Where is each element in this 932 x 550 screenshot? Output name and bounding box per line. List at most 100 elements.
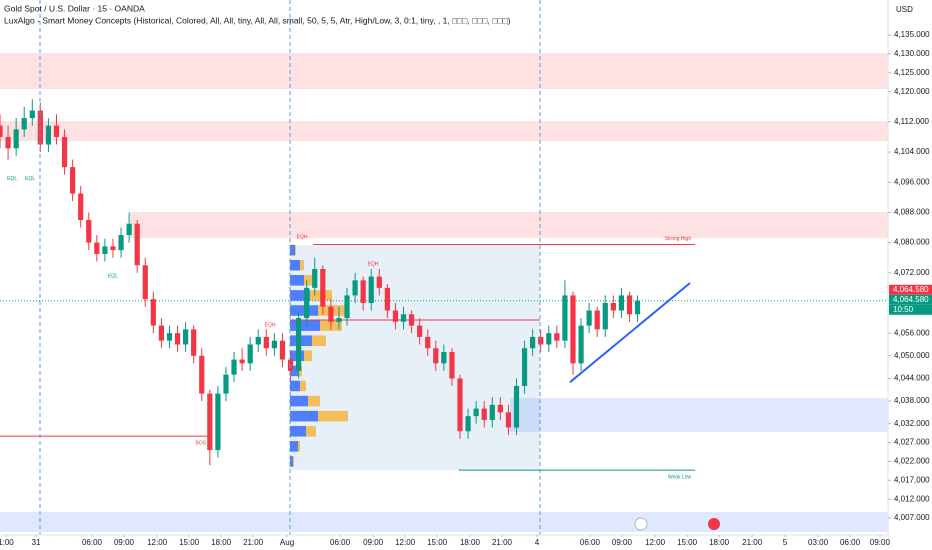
x-tick-label: 06:00 bbox=[82, 538, 103, 547]
price-tag bbox=[889, 284, 932, 295]
candle-body bbox=[602, 302, 608, 330]
candle-body bbox=[344, 295, 350, 319]
x-tick-label: 12:00 bbox=[147, 538, 168, 547]
trendline bbox=[569, 282, 691, 383]
candle-body bbox=[586, 310, 592, 326]
volume-row bbox=[289, 425, 306, 437]
x-tick-label: 15:00 bbox=[677, 538, 698, 547]
volume-row bbox=[289, 305, 318, 316]
y-tick-label: 4,056.000 bbox=[894, 328, 930, 337]
candle-body bbox=[634, 300, 641, 315]
candle-body bbox=[207, 393, 213, 451]
candle-body bbox=[13, 129, 19, 149]
candle-body bbox=[86, 219, 92, 243]
y-tick-label: 4,088.000 bbox=[894, 208, 930, 217]
zone bbox=[289, 245, 540, 471]
level-label: Weak Low bbox=[668, 474, 692, 480]
candle-body bbox=[425, 336, 431, 349]
candle-body bbox=[449, 352, 455, 379]
candle-body bbox=[279, 340, 286, 360]
volume-row bbox=[289, 410, 318, 422]
price-axis bbox=[888, 0, 932, 550]
candle-body bbox=[578, 325, 584, 364]
x-tick-label: 09:00 bbox=[363, 538, 384, 547]
price-tag-label: 4,064.580 bbox=[893, 295, 929, 304]
volume-row bbox=[305, 425, 316, 437]
candle-body bbox=[255, 336, 261, 345]
candle-body bbox=[78, 193, 84, 220]
volume-row bbox=[299, 380, 306, 392]
volume-row bbox=[292, 456, 294, 467]
volume-row bbox=[289, 380, 300, 392]
candle-body bbox=[142, 265, 148, 300]
candle-body bbox=[102, 246, 108, 254]
candle-body bbox=[376, 276, 382, 288]
annotation: EQH bbox=[368, 261, 379, 267]
volume-row bbox=[307, 395, 320, 407]
candle-body bbox=[312, 269, 318, 288]
volume-row bbox=[303, 275, 314, 286]
y-tick-label: 4,112.000 bbox=[894, 117, 930, 126]
candle-body bbox=[433, 348, 439, 364]
candle-body bbox=[5, 136, 11, 149]
candle-body bbox=[562, 295, 568, 341]
annotation: EQH bbox=[297, 234, 308, 240]
candle-body bbox=[150, 299, 156, 326]
candle-body bbox=[296, 318, 302, 371]
volume-row bbox=[289, 320, 320, 331]
indicator-label: LuxAlgo - Smart Money Concepts (Historic… bbox=[4, 15, 511, 25]
volume-row bbox=[303, 350, 312, 362]
y-tick-label: 4,044.000 bbox=[894, 374, 930, 383]
candle-body bbox=[400, 314, 407, 322]
candle-body bbox=[134, 223, 140, 266]
candle-body bbox=[441, 352, 447, 364]
y-tick-label: 4,032.000 bbox=[894, 419, 930, 428]
x-tick-label: Aug bbox=[280, 538, 294, 547]
candle-body bbox=[610, 302, 616, 311]
candle-body bbox=[166, 333, 173, 341]
x-tick-label: 12:00 bbox=[395, 538, 416, 547]
candle-body bbox=[417, 325, 423, 337]
volume-row bbox=[289, 365, 298, 377]
candle-body bbox=[392, 310, 399, 322]
y-tick-label: 4,072.000 bbox=[894, 268, 930, 277]
overlay: Strong High Weak Low BOS EQL EQL EQL EQH EQH EQH… bbox=[0, 30, 932, 547]
x-tick-label: 15:00 bbox=[427, 538, 448, 547]
volume-row bbox=[289, 395, 308, 407]
plot-area bbox=[0, 53, 889, 532]
x-tick-label: 18:00 bbox=[211, 538, 232, 547]
volume-row bbox=[289, 259, 300, 271]
annotation: EQL bbox=[7, 176, 17, 182]
y-tick-label: 4,022.000 bbox=[894, 457, 930, 466]
candle-body bbox=[0, 125, 3, 137]
candle-body bbox=[271, 340, 277, 349]
x-tick-label: 18:00 bbox=[709, 538, 730, 547]
event-icon[interactable] bbox=[634, 517, 648, 531]
level-label: Strong High bbox=[665, 236, 692, 242]
y-tick-label: 4,120.000 bbox=[894, 87, 930, 96]
candle-body bbox=[247, 344, 253, 364]
candle-body bbox=[174, 333, 181, 345]
y-tick-label: 4,050.000 bbox=[894, 351, 930, 360]
level-label: BOS bbox=[196, 440, 207, 446]
candle-body bbox=[408, 314, 415, 326]
y-tick-label: 4,130.000 bbox=[894, 49, 930, 58]
candle-body bbox=[110, 246, 116, 251]
x-tick-label: 21:00 bbox=[492, 538, 513, 547]
y-tick-label: 4,027.000 bbox=[894, 438, 930, 447]
candle-body bbox=[336, 318, 342, 322]
candle-body bbox=[384, 287, 390, 311]
candle-body bbox=[521, 348, 528, 386]
candle-body bbox=[505, 412, 512, 428]
candle-body bbox=[570, 295, 576, 364]
y-tick-label: 4,017.000 bbox=[894, 475, 930, 484]
candle-body bbox=[320, 269, 326, 307]
y-tick-label: 4,038.000 bbox=[894, 396, 930, 405]
price-tag bbox=[889, 294, 932, 305]
y-tick-label: 4,080.000 bbox=[894, 238, 930, 247]
candle-body bbox=[223, 374, 229, 394]
x-tick-label: 06:00 bbox=[840, 538, 861, 547]
event-flag[interactable] bbox=[708, 518, 720, 530]
y-tick-label: 4,012.000 bbox=[894, 494, 930, 503]
